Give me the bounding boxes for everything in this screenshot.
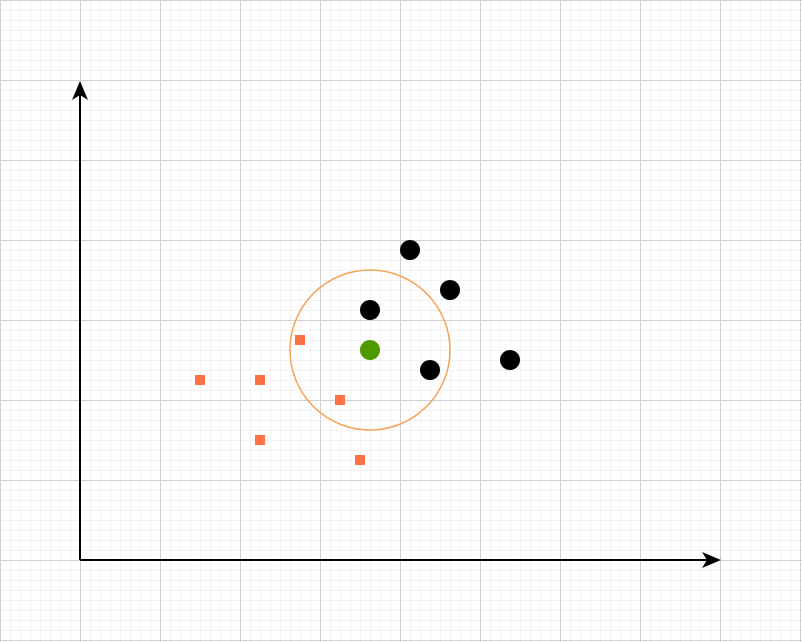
query-point (360, 340, 380, 360)
circle-point (360, 300, 380, 320)
x-axis-arrow-icon (702, 552, 721, 568)
square-point (195, 375, 205, 385)
square-point (335, 395, 345, 405)
y-axis-arrow-icon (72, 81, 88, 100)
circle-point (500, 350, 520, 370)
circle-point (400, 240, 420, 260)
neighborhood-circle (289, 269, 451, 431)
circle-point (440, 280, 460, 300)
neighborhood-layer (289, 269, 451, 431)
square-point (295, 335, 305, 345)
square-point (255, 435, 265, 445)
circle-point (420, 360, 440, 380)
square-point (255, 375, 265, 385)
square-point (355, 455, 365, 465)
axes (72, 81, 721, 568)
points-layer (195, 240, 520, 465)
